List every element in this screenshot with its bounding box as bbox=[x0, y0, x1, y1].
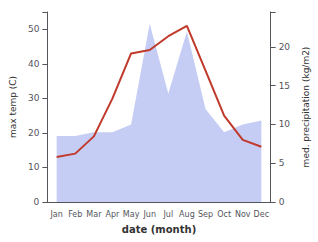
svg-text:Mar: Mar bbox=[86, 210, 102, 219]
svg-text:40: 40 bbox=[28, 59, 40, 69]
svg-text:10: 10 bbox=[28, 162, 40, 172]
svg-text:15: 15 bbox=[279, 81, 290, 91]
svg-text:Dec: Dec bbox=[254, 210, 269, 219]
svg-text:date (month): date (month) bbox=[122, 224, 196, 235]
svg-text:med. precipitation (kg/m2): med. precipitation (kg/m2) bbox=[301, 47, 311, 168]
svg-text:max temp (C): max temp (C) bbox=[8, 76, 18, 138]
svg-text:Feb: Feb bbox=[68, 210, 82, 219]
svg-text:20: 20 bbox=[28, 128, 40, 138]
svg-text:5: 5 bbox=[279, 158, 285, 168]
svg-text:50: 50 bbox=[28, 24, 40, 34]
svg-text:Oct: Oct bbox=[217, 210, 231, 219]
svg-text:Apr: Apr bbox=[106, 210, 121, 219]
svg-text:10: 10 bbox=[279, 119, 291, 129]
svg-text:20: 20 bbox=[279, 42, 291, 52]
svg-text:0: 0 bbox=[34, 197, 40, 207]
svg-text:May: May bbox=[123, 210, 140, 219]
svg-text:30: 30 bbox=[28, 93, 40, 103]
svg-text:Jul: Jul bbox=[162, 210, 173, 219]
svg-text:Jan: Jan bbox=[49, 210, 62, 219]
svg-text:Nov: Nov bbox=[235, 210, 251, 219]
svg-text:Sep: Sep bbox=[198, 210, 213, 219]
svg-text:Jun: Jun bbox=[142, 210, 156, 219]
svg-text:0: 0 bbox=[279, 197, 285, 207]
svg-text:Aug: Aug bbox=[179, 210, 195, 219]
